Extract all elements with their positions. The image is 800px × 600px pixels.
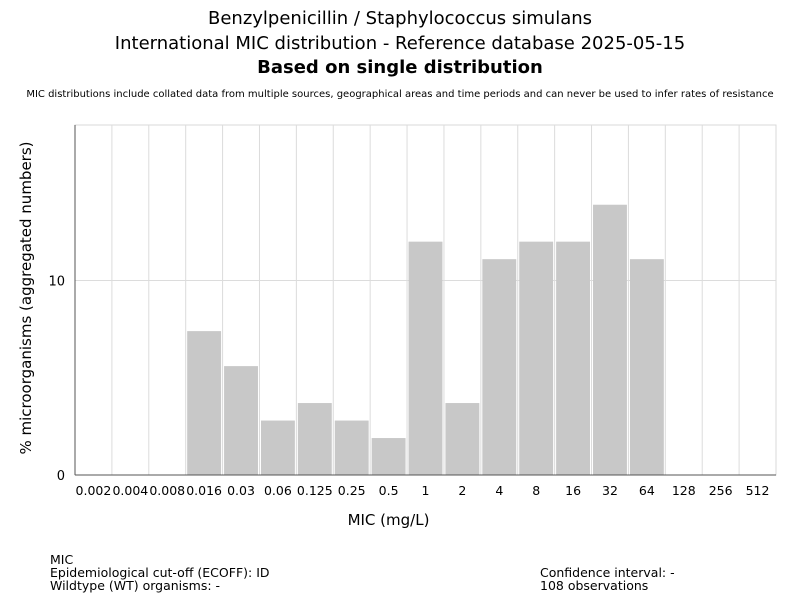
- bar: [556, 241, 591, 475]
- x-tick-label: 0.004: [112, 483, 148, 498]
- bar: [408, 241, 443, 475]
- x-tick-label: 0.008: [149, 483, 185, 498]
- chart-title-line-3: Based on single distribution: [257, 57, 543, 78]
- bar: [371, 438, 406, 475]
- x-tick-label: 0.25: [338, 483, 366, 498]
- x-tick-label: 8: [532, 483, 540, 498]
- bar: [482, 259, 517, 475]
- x-tick-label: 16: [565, 483, 581, 498]
- bar: [297, 403, 332, 475]
- x-tick-label: 512: [746, 483, 770, 498]
- bar: [593, 204, 627, 475]
- x-tick-label: 1: [422, 483, 430, 498]
- x-tick-label: 0.002: [76, 483, 112, 498]
- bar: [445, 403, 480, 475]
- x-tick-label: 256: [709, 483, 733, 498]
- y-tick-label: 0: [57, 469, 65, 484]
- bar: [334, 420, 369, 475]
- footer-confidence: Confidence interval: -: [540, 565, 675, 580]
- x-tick-label: 2: [458, 483, 466, 498]
- y-axis-title: % microorganisms (aggregated numbers): [17, 141, 35, 454]
- x-axis-title: MIC (mg/L): [348, 511, 430, 529]
- bar: [519, 241, 554, 475]
- footer-ecoff: Epidemiological cut-off (ECOFF): ID: [50, 565, 270, 580]
- x-tick-label: 0.03: [227, 483, 255, 498]
- x-tick-label: 32: [602, 483, 618, 498]
- bar: [260, 420, 295, 475]
- x-tick-label: 0.5: [379, 483, 399, 498]
- bar: [629, 259, 664, 475]
- footer-mic: MIC: [50, 552, 74, 567]
- footer-left: MIC Epidemiological cut-off (ECOFF): ID …: [50, 553, 270, 592]
- bar: [224, 366, 258, 475]
- x-tick-label: 64: [639, 483, 655, 498]
- bar: [187, 331, 222, 475]
- footer-right: Confidence interval: - 108 observations: [540, 566, 675, 592]
- chart-title-line-1: Benzylpenicillin / Staphylococcus simula…: [207, 8, 593, 29]
- x-tick-label: 0.125: [297, 483, 333, 498]
- y-tick-label: 10: [48, 275, 65, 290]
- x-tick-label: 0.06: [264, 483, 292, 498]
- chart-title-line-2: International MIC distribution - Referen…: [114, 33, 686, 54]
- footer-wildtype: Wildtype (WT) organisms: -: [50, 578, 221, 593]
- x-tick-label: 4: [495, 483, 503, 498]
- chart-subtitle: MIC distributions include collated data …: [26, 89, 774, 100]
- x-tick-label: 128: [672, 483, 696, 498]
- x-tick-label: 0.016: [186, 483, 222, 498]
- footer-observations: 108 observations: [540, 578, 649, 593]
